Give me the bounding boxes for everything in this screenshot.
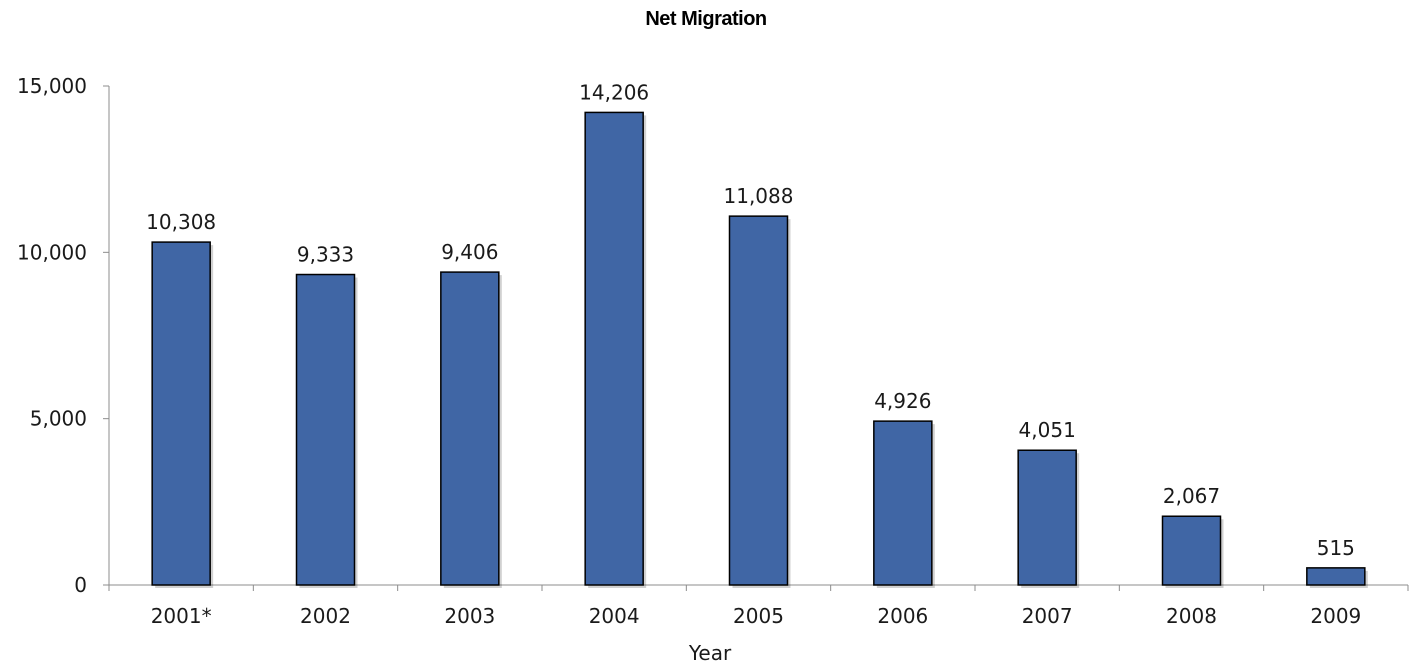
data-label: 515 xyxy=(1317,536,1355,560)
data-labels: 10,308 9,333 9,406 14,206 11,088 4,926 4,051 2,… xyxy=(146,80,1355,559)
x-tick-label: 2006 xyxy=(877,604,928,628)
y-axis-ticks: 0 5,000 10,000 15,000 xyxy=(17,74,109,597)
x-axis-ticks: 2001* 2002 2003 2004 2005 2006 2007 2008 2009 xyxy=(108,585,1409,628)
bar-2005 xyxy=(728,215,789,586)
bar-2001 xyxy=(151,241,211,586)
x-tick-label: 2003 xyxy=(444,604,495,628)
chart-title: Net Migration xyxy=(645,8,767,30)
bar-2006 xyxy=(873,420,933,586)
x-tick-label: 2008 xyxy=(1166,604,1217,628)
data-label: 2,067 xyxy=(1163,484,1220,508)
bar-2008 xyxy=(1161,515,1222,586)
data-label: 4,926 xyxy=(874,389,931,413)
x-axis-title: Year xyxy=(688,641,732,664)
data-label: 14,206 xyxy=(579,80,649,104)
y-tick-label: 5,000 xyxy=(30,407,87,431)
x-tick-label: 2002 xyxy=(300,604,351,628)
data-label: 10,308 xyxy=(146,210,216,234)
data-label: 11,088 xyxy=(724,184,794,208)
y-tick-label: 10,000 xyxy=(17,240,87,264)
x-tick-label: 2005 xyxy=(733,604,784,628)
x-tick-label: 2001* xyxy=(151,604,212,628)
bars xyxy=(151,111,1368,589)
x-tick-label: 2009 xyxy=(1310,604,1361,628)
data-label: 4,051 xyxy=(1019,418,1076,442)
bar-2003 xyxy=(440,271,500,586)
data-label: 9,406 xyxy=(441,240,498,264)
bar-2009 xyxy=(1306,567,1366,586)
bar-2007 xyxy=(1017,449,1077,586)
bar-2004 xyxy=(584,111,644,586)
data-label: 9,333 xyxy=(297,243,354,267)
bar-2002 xyxy=(295,273,356,586)
x-tick-label: 2004 xyxy=(589,604,640,628)
y-tick-label: 15,000 xyxy=(17,74,87,98)
y-tick-label: 0 xyxy=(74,573,87,597)
x-tick-label: 2007 xyxy=(1022,604,1073,628)
